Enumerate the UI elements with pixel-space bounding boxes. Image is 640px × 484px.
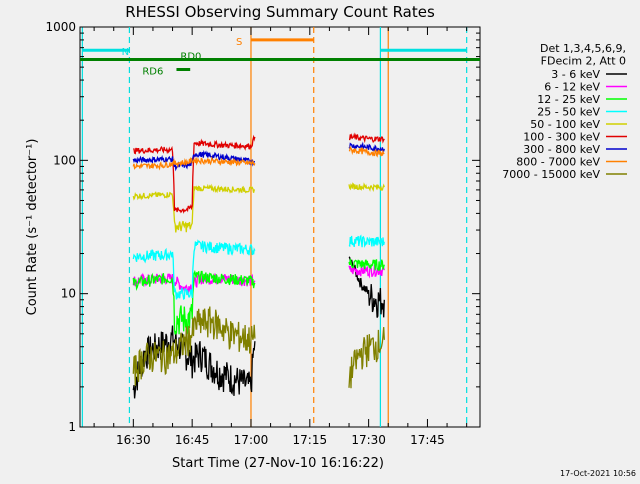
series-3-segment-1: [348, 234, 385, 248]
annotation-label-0: N: [122, 47, 129, 58]
y-axis-label: Count Rate (s⁻¹ detector⁻¹): [25, 139, 40, 316]
annotation-text-0: RD0: [180, 52, 201, 63]
legend-entry-label-3: 25 - 50 keV: [537, 106, 600, 119]
legend-entry-label-0: 3 - 6 keV: [551, 68, 600, 81]
series-1-segment-1: [348, 264, 385, 279]
x-tick-label-5: 17:45: [410, 433, 445, 447]
legend-entry-label-7: 800 - 7000 keV: [516, 156, 600, 169]
annotation-label-3: RD6: [142, 67, 163, 78]
series-8-segment-1: [348, 327, 385, 389]
x-tick-label-4: 17:30: [351, 433, 386, 447]
legend-entry-label-5: 100 - 300 keV: [523, 131, 600, 144]
legend-entry-label-4: 50 - 100 keV: [530, 118, 600, 131]
chart-title: RHESSI Observing Summary Count Rates: [125, 3, 435, 21]
x-tick-label-0: 16:30: [116, 433, 151, 447]
legend-entry-label-6: 300 - 800 keV: [523, 143, 600, 156]
series-4-segment-1: [348, 182, 385, 193]
x-axis-label: Start Time (27-Nov-10 16:16:22): [172, 456, 384, 471]
series-7-segment-0: [132, 155, 256, 171]
series-8-segment-0: [132, 306, 256, 386]
legend-entry-label-8: 7000 - 15000 keV: [502, 168, 600, 181]
series-3-segment-0: [132, 239, 256, 301]
x-tick-label-1: 16:45: [175, 433, 210, 447]
series-0-segment-1: [348, 256, 385, 318]
series-4-segment-0: [132, 183, 255, 233]
x-tick-label-3: 17:15: [293, 433, 328, 447]
annotation-label-1: S: [236, 37, 242, 48]
axes-layer: 1 10 100 1000 16:30 16:45 17:00 17:15 17:30 17:45: [45, 20, 480, 447]
y-tick-label-2: 100: [53, 153, 76, 167]
series-6-segment-0: [132, 149, 256, 172]
series-2-segment-0: [132, 269, 256, 335]
y-tick-label-1: 10: [61, 287, 76, 301]
footer-timestamp: 17-Oct-2021 10:56: [560, 469, 636, 478]
series-5-segment-1: [349, 132, 385, 144]
series-layer: [132, 132, 385, 399]
series-7-segment-1: [348, 145, 385, 158]
legend-entry-label-2: 12 - 25 keV: [537, 93, 600, 106]
legend-header-1: FDecim 2, Att 0: [541, 55, 626, 68]
plot-frame: [79, 26, 481, 428]
legend-entry-label-1: 6 - 12 keV: [544, 81, 600, 94]
series-5-segment-0: [133, 134, 256, 214]
legend: Det 1,3,4,5,6,9,FDecim 2, Att 03 - 6 keV…: [502, 42, 627, 181]
annotation-layer: N S RD6 RD0: [80, 27, 480, 427]
y-tick-label-0: 1: [68, 420, 76, 434]
y-tick-label-3: 1000: [45, 20, 76, 34]
legend-header-0: Det 1,3,4,5,6,9,: [540, 42, 626, 55]
x-tick-label-2: 17:00: [234, 433, 269, 447]
series-2-segment-1: [348, 258, 385, 271]
